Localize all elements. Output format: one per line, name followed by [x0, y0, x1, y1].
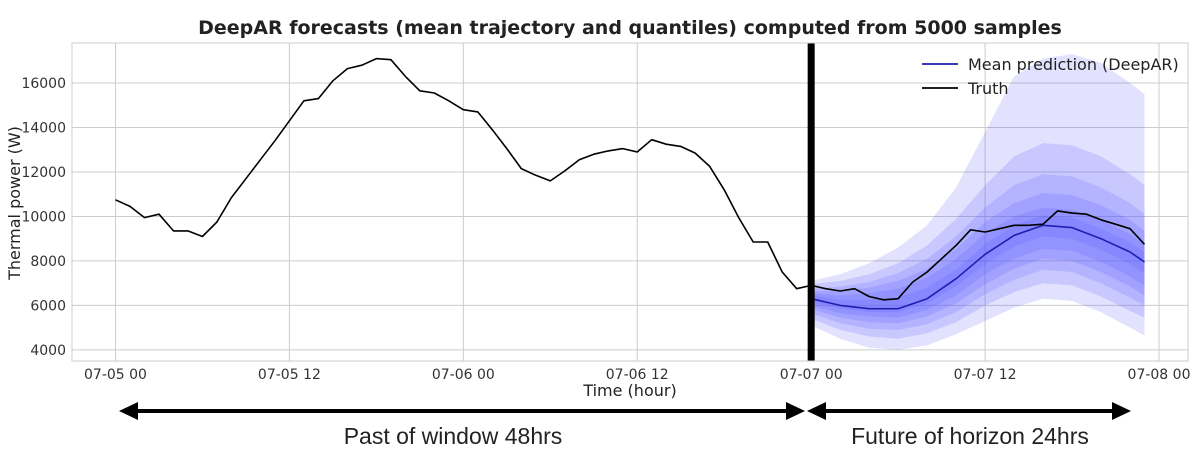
past-arrow-right-head [786, 402, 805, 420]
x-tick-label-4: 07-07 00 [780, 367, 843, 383]
y-tick-label-0: 4000 [30, 343, 66, 359]
quantile-band-1 [811, 143, 1145, 339]
legend-mean-label: Mean prediction (DeepAR) [968, 55, 1179, 74]
x-tick-labels: 07-05 00 07-05 12 07-06 00 07-06 12 07-07 00… [84, 367, 1190, 383]
y-tick-label-2: 8000 [30, 254, 66, 270]
y-tick-label-5: 14000 [21, 121, 66, 137]
quantile-band-3 [811, 193, 1145, 324]
legend-truth-label: Truth [967, 79, 1009, 98]
y-tick-label-6: 16000 [21, 76, 66, 92]
y-tick-labels: 4000 6000 8000 10000 12000 14000 16000 [21, 76, 66, 359]
quantile-bands [811, 54, 1145, 350]
x-tick-label-5: 07-07 12 [954, 367, 1017, 383]
quantile-band-0 [811, 54, 1145, 350]
y-axis-label: Thermal power (W) [5, 126, 24, 281]
past-arrow-left-head [119, 402, 138, 420]
past-window-label: Past of window 48hrs [344, 423, 563, 449]
x-tick-label-2: 07-06 00 [432, 367, 495, 383]
x-axis-label: Time (hour) [582, 381, 676, 400]
quantile-band-5 [811, 215, 1145, 313]
legend: Mean prediction (DeepAR) Truth [922, 55, 1179, 98]
x-tick-label-3: 07-06 12 [606, 367, 669, 383]
window-arrows [119, 402, 1131, 420]
quantile-band-2 [811, 174, 1145, 330]
plot-frame [71, 42, 1189, 362]
future-arrow-left-head [807, 402, 826, 420]
quantile-band-4 [811, 207, 1145, 318]
truth-line [115, 57, 1146, 301]
y-tick-label-3: 10000 [21, 209, 66, 225]
mean-prediction-line [811, 224, 1145, 310]
future-arrow-right-head [1112, 402, 1131, 420]
series-lines [115, 57, 1146, 310]
future-horizon-label: Future of horizon 24hrs [851, 423, 1089, 449]
x-tick-label-1: 07-05 12 [258, 367, 321, 383]
chart-title: DeepAR forecasts (mean trajectory and qu… [198, 17, 1062, 39]
x-tick-label-0: 07-05 00 [84, 367, 147, 383]
x-tick-label-6: 07-08 00 [1128, 367, 1191, 383]
y-tick-label-1: 6000 [30, 298, 66, 314]
y-tick-label-4: 12000 [21, 165, 66, 181]
